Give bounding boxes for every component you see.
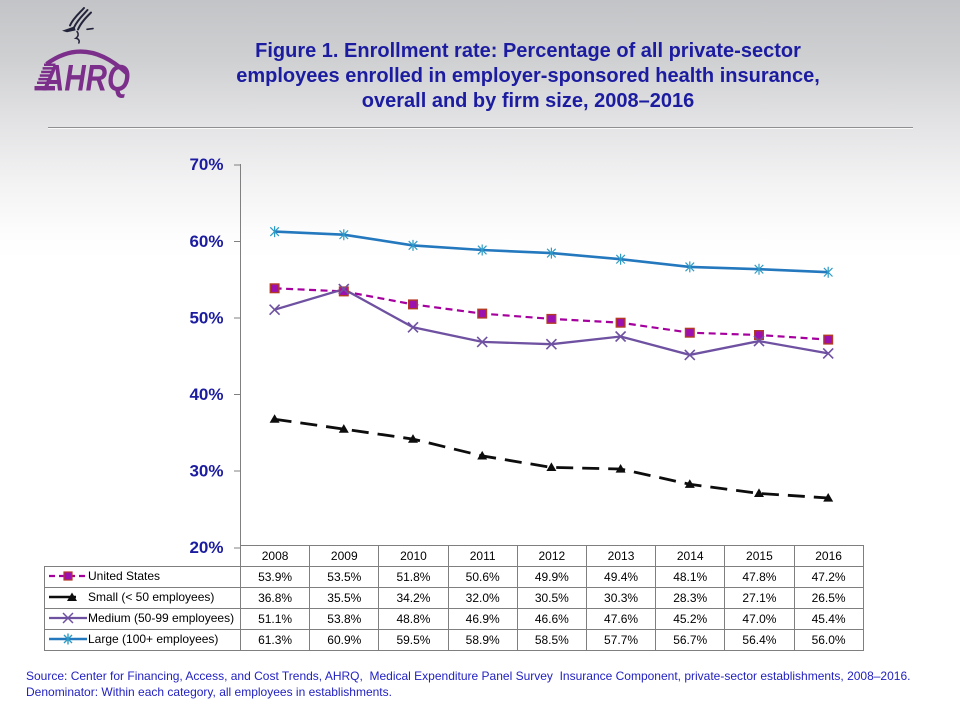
svg-text:50%: 50% (189, 308, 223, 327)
svg-text:60%: 60% (189, 232, 223, 251)
svg-text:AHRQ: AHRQ (42, 58, 130, 99)
svg-text:40%: 40% (189, 385, 223, 404)
svg-text:30%: 30% (189, 461, 223, 480)
svg-text:20%: 20% (189, 538, 223, 557)
svg-text:70%: 70% (189, 155, 223, 174)
